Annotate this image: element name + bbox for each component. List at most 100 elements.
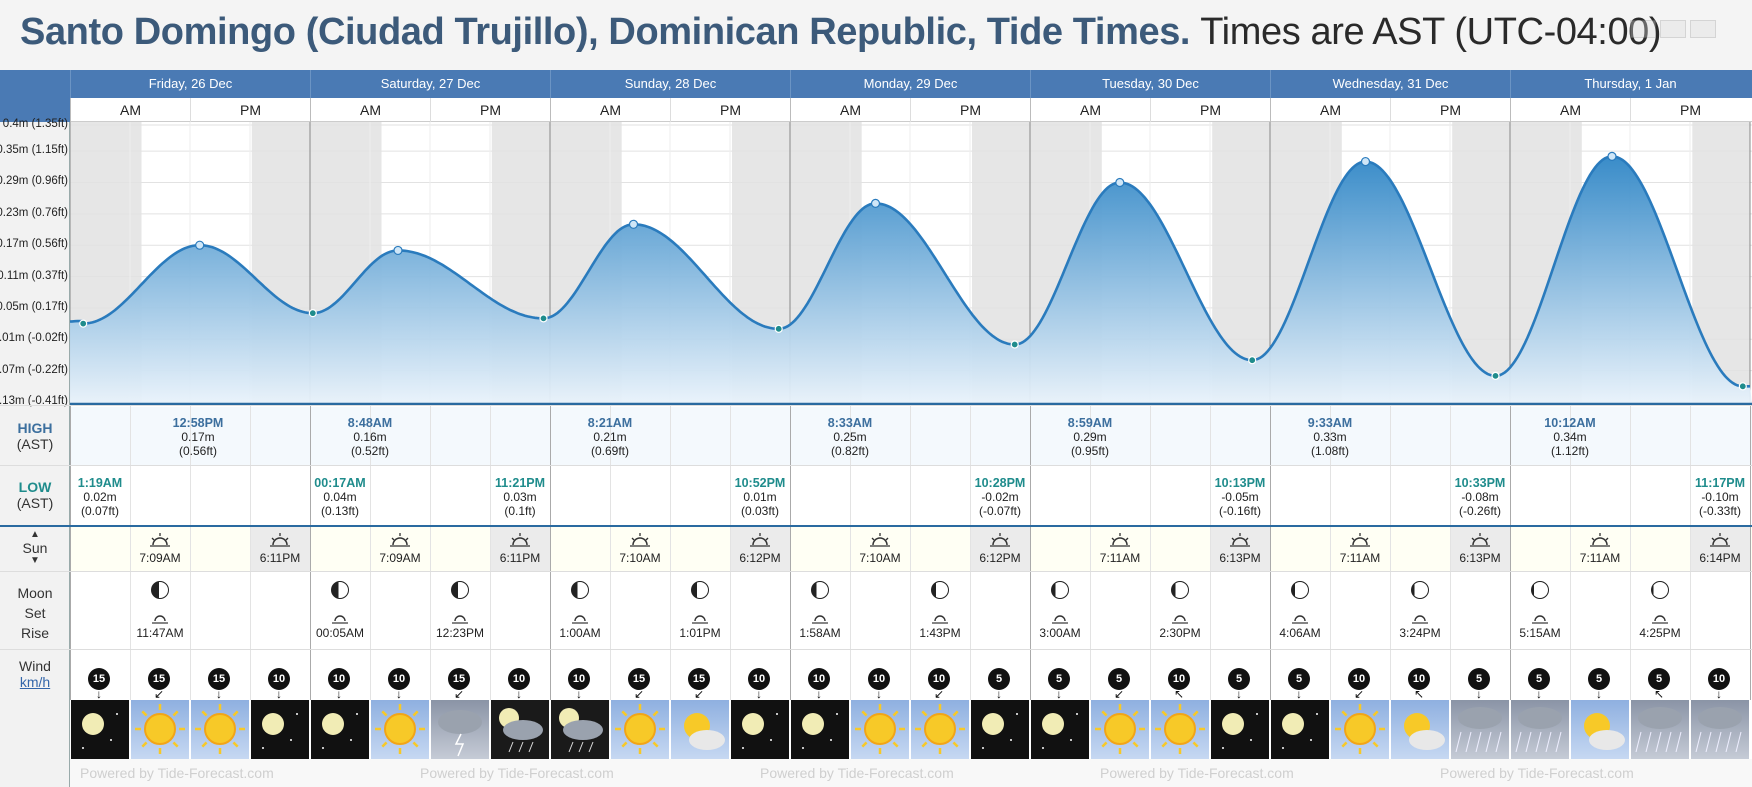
- share-icon[interactable]: [1630, 20, 1656, 38]
- day-header: Friday, 26 Dec: [70, 70, 310, 98]
- high-tide-time: 8:33AM: [827, 416, 873, 430]
- wind-speed-badge: 10: [1408, 668, 1430, 690]
- moon-time: 5:15AM: [1519, 626, 1561, 640]
- low-tide-point: [539, 314, 548, 323]
- y-axis-label-text: -0.01m (-0.02ft): [0, 332, 68, 345]
- moon-phase-icon: [811, 581, 829, 599]
- low-tide-point: [1738, 382, 1747, 391]
- wind-speed-badge: 10: [1708, 668, 1730, 690]
- moon-row: [70, 571, 1752, 649]
- sunrise-icon: [1350, 533, 1370, 547]
- moon-cell: 5:15AM: [1510, 581, 1570, 640]
- low-tide-meters: 0.03m: [503, 490, 537, 504]
- wind-speed-badge: 10: [1168, 668, 1190, 690]
- high-tide-feet: (1.12ft): [1550, 444, 1589, 458]
- wind-direction-icon: ↓: [1716, 687, 1722, 701]
- wind-speed-badge: 5: [988, 668, 1010, 690]
- sunset-time: 6:14PM: [1699, 551, 1741, 565]
- wind-direction-icon: ↓: [396, 687, 402, 701]
- high-label-text: (AST): [16, 436, 54, 452]
- row-divider: [0, 465, 1752, 466]
- sunrise-time: 7:11AM: [1099, 551, 1141, 565]
- low-tide-cell: 10:28PM -0.02m (-0.07ft): [972, 476, 1028, 518]
- weather-night-storm-icon: [491, 700, 549, 759]
- low-tide-feet: (0.07ft): [80, 504, 119, 518]
- sunrise-cell: 7:11AM: [1570, 532, 1630, 565]
- sunset-cell: 6:14PM: [1690, 532, 1750, 565]
- moonrise-icon: [332, 615, 348, 624]
- grid-divider: [1750, 405, 1751, 700]
- moon-cell: 1:01PM: [670, 581, 730, 640]
- weather-partly-cloudy-icon: [1391, 700, 1449, 759]
- high-tide-time: 8:59AM: [1067, 416, 1113, 430]
- wind-direction-icon: ↓: [276, 687, 282, 701]
- moon-cell: 1:43PM: [910, 581, 970, 640]
- low-tide-cell: 10:52PM 0.01m (0.03ft): [732, 476, 788, 518]
- low-tide-point: [1248, 356, 1257, 365]
- low-row: [70, 465, 1752, 525]
- high-tide-point: [1360, 156, 1371, 167]
- am-label: AM: [70, 98, 190, 122]
- wind-unit-link[interactable]: km/h: [19, 674, 51, 690]
- high-label: HIGH (AST): [0, 420, 70, 452]
- low-tide-point: [774, 324, 783, 333]
- weather-sunny-icon: [851, 700, 909, 759]
- weather-night-clear-icon: [1211, 700, 1269, 759]
- wind-direction-icon: ↙: [154, 687, 165, 701]
- timezone-note: Times are AST (UTC-04:00): [1200, 11, 1662, 53]
- pm-label: PM: [910, 98, 1030, 122]
- wind-speed-badge: 10: [748, 668, 770, 690]
- sunset-icon: [750, 533, 770, 547]
- y-axis-label-text: 0.35m (1.15ft): [0, 144, 68, 157]
- y-axis-label-text: 0.17m (0.56ft): [0, 238, 68, 251]
- y-axis-label-text: 0.11m (0.37ft): [0, 269, 68, 282]
- am-label: AM: [550, 98, 670, 122]
- sunrise-time: 7:10AM: [859, 551, 901, 565]
- sunrise-cell: 7:10AM: [850, 532, 910, 565]
- sun-label-text: Sun: [22, 540, 48, 556]
- high-tide-feet: (0.69ft): [590, 444, 629, 458]
- low-tide-time: 10:13PM: [1214, 476, 1266, 490]
- sun-label-arrow: ▼: [30, 555, 40, 566]
- high-tide-time: 10:12AM: [1544, 416, 1596, 430]
- share-icon[interactable]: [1660, 20, 1686, 38]
- moon-phase-icon: [1531, 581, 1549, 599]
- low-label-text: LOW: [18, 479, 52, 495]
- low-tide-cell: 11:17PM -0.10m (-0.33ft): [1692, 476, 1748, 518]
- low-tide-time: 10:28PM: [974, 476, 1026, 490]
- low-tide-meters: 0.01m: [743, 490, 777, 504]
- sunrise-icon: [630, 533, 650, 547]
- grid-divider: [970, 405, 971, 700]
- low-tide-time: 1:19AM: [77, 476, 123, 490]
- sunrise-cell: 7:11AM: [1090, 532, 1150, 565]
- low-tide-feet: (0.1ft): [504, 504, 536, 518]
- high-tide-meters: 0.34m: [1553, 430, 1587, 444]
- moon-time: 1:58AM: [799, 626, 841, 640]
- page-title: Santo Domingo (Ciudad Trujillo), Dominic…: [20, 11, 1662, 54]
- wind-direction-icon: ↖: [1654, 687, 1665, 701]
- moon-label-text: Rise: [20, 625, 49, 641]
- sunrise-cell: 7:10AM: [610, 532, 670, 565]
- moon-time: 00:05AM: [315, 626, 365, 640]
- wind-speed-badge: 5: [1228, 668, 1250, 690]
- share-icons[interactable]: [1630, 20, 1745, 44]
- sunrise-icon: [1590, 533, 1610, 547]
- grid-divider: [190, 405, 191, 700]
- y-axis-label: -0.13m (-0.41ft): [0, 395, 68, 407]
- weather-night-clear-icon: [971, 700, 1029, 759]
- wind-direction-icon: ↓: [576, 687, 582, 701]
- sunrise-time: 7:11AM: [1579, 551, 1621, 565]
- wind-direction-icon: ↖: [1174, 687, 1185, 701]
- low-tide-time: 11:17PM: [1694, 476, 1746, 490]
- share-icon[interactable]: [1690, 20, 1716, 38]
- pm-label: PM: [1390, 98, 1510, 122]
- high-tide-meters: 0.29m: [1073, 430, 1107, 444]
- weather-night-clear-icon: [71, 700, 129, 759]
- moon-cell: 1:58AM: [790, 581, 850, 640]
- pm-label: PM: [1150, 98, 1270, 122]
- low-tide-feet: (-0.33ft): [1698, 504, 1741, 518]
- low-tide-time: 11:21PM: [494, 476, 546, 490]
- sunset-cell: 6:11PM: [490, 532, 550, 565]
- row-divider: [0, 405, 1752, 406]
- weather-sunny-icon: [1151, 700, 1209, 759]
